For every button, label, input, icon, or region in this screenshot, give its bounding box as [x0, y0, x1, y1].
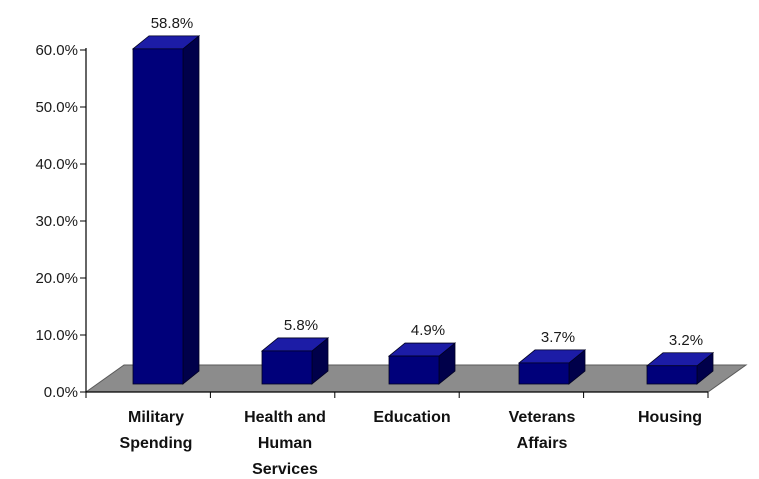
bar-side-face — [182, 34, 200, 385]
bar-front-face — [646, 365, 698, 385]
bar-front-face — [132, 48, 184, 385]
data-label: 58.8% — [151, 15, 194, 32]
category-label-line: Spending — [120, 435, 193, 452]
bar-front-face — [388, 355, 440, 385]
bar — [645, 351, 715, 385]
bar-front-face — [518, 362, 570, 385]
bar — [131, 34, 201, 385]
data-label: 4.9% — [411, 322, 445, 339]
data-label: 5.8% — [284, 317, 318, 334]
data-label: 3.7% — [541, 329, 575, 346]
category-label: Health and Human Services — [244, 409, 326, 478]
bar — [387, 342, 457, 385]
category-label: Education — [373, 409, 450, 426]
y-tick-label: 50.0% — [35, 99, 78, 116]
category-label-line: Housing — [638, 409, 702, 426]
category-label-line: Human — [258, 435, 312, 452]
category-label: Veterans Affairs — [509, 409, 576, 452]
category-label-line: Services — [252, 461, 318, 478]
category-label-line: Health and — [244, 409, 326, 426]
y-tick-label: 0.0% — [44, 384, 78, 401]
bar-front-face — [261, 350, 313, 385]
category-label: Military Spending — [120, 409, 193, 452]
bar — [260, 337, 330, 385]
bar — [517, 349, 587, 385]
category-label-line: Military — [128, 409, 184, 426]
y-tick-label: 40.0% — [35, 156, 78, 173]
y-tick-label: 10.0% — [35, 327, 78, 344]
category-label-line: Education — [373, 409, 450, 426]
y-tick-label: 60.0% — [35, 42, 78, 59]
category-label-line: Veterans — [509, 409, 576, 426]
y-tick-label: 30.0% — [35, 213, 78, 230]
data-label: 3.2% — [669, 332, 703, 349]
category-label: Housing — [638, 409, 702, 426]
category-label-line: Affairs — [517, 435, 568, 452]
y-tick-label: 20.0% — [35, 270, 78, 287]
